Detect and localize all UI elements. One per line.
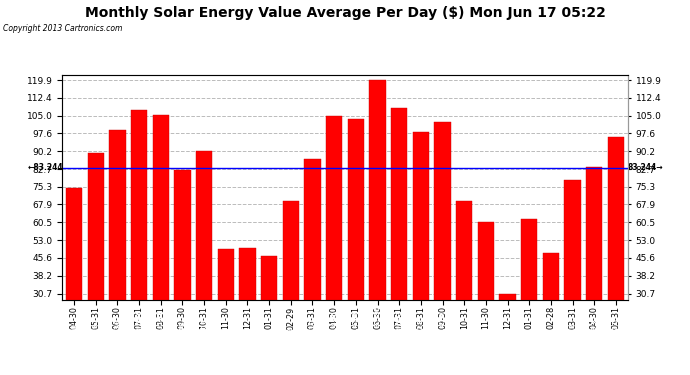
Bar — [239, 248, 255, 367]
Text: 2.322: 2.322 — [288, 326, 294, 348]
Text: 2.622: 2.622 — [570, 322, 575, 345]
Bar — [88, 153, 103, 367]
Bar — [543, 254, 559, 367]
Bar — [435, 122, 451, 367]
Text: 3.011: 3.011 — [201, 317, 207, 340]
Text: Monthly  ($): Monthly ($) — [576, 22, 635, 32]
Bar — [564, 180, 581, 367]
Bar — [196, 152, 213, 367]
Text: Average  ($): Average ($) — [455, 22, 514, 32]
Bar — [217, 249, 234, 367]
Text: 1.675: 1.675 — [244, 334, 250, 357]
Bar — [477, 222, 494, 367]
Text: 3.307: 3.307 — [115, 313, 120, 336]
Bar — [131, 110, 147, 367]
Text: 2.078: 2.078 — [526, 329, 532, 352]
Text: 3.586: 3.586 — [136, 309, 142, 332]
Text: 1.048: 1.048 — [504, 342, 511, 365]
Bar — [369, 80, 386, 367]
Text: 3.511: 3.511 — [158, 310, 164, 333]
Text: 3.419: 3.419 — [440, 311, 446, 334]
Bar — [348, 119, 364, 367]
Text: 83.244→: 83.244→ — [627, 163, 662, 172]
Bar — [500, 294, 515, 367]
Bar — [304, 159, 321, 367]
Text: 1.602: 1.602 — [548, 335, 554, 358]
Text: 2.748: 2.748 — [179, 320, 186, 343]
Text: 3.995: 3.995 — [375, 304, 380, 327]
Bar — [456, 201, 473, 367]
Text: 2.319: 2.319 — [461, 326, 467, 349]
Text: 2.036: 2.036 — [483, 330, 489, 352]
Bar — [66, 188, 82, 367]
Text: 1.660: 1.660 — [223, 334, 229, 357]
Text: 2.991: 2.991 — [92, 317, 99, 340]
Bar — [175, 170, 190, 367]
Bar — [608, 136, 624, 367]
Text: 2.510: 2.510 — [71, 323, 77, 346]
Text: Monthly Solar Energy Value Average Per Day ($) Mon Jun 17 05:22: Monthly Solar Energy Value Average Per D… — [85, 6, 605, 20]
Bar — [283, 201, 299, 367]
Text: 1.565: 1.565 — [266, 336, 272, 358]
Text: 3.603: 3.603 — [396, 309, 402, 332]
Text: Copyright 2013 Cartronics.com: Copyright 2013 Cartronics.com — [3, 24, 123, 33]
Text: 2.910: 2.910 — [310, 318, 315, 341]
Bar — [586, 167, 602, 367]
Bar — [261, 256, 277, 367]
Bar — [152, 115, 169, 367]
Text: 3.213: 3.213 — [613, 314, 619, 337]
Bar — [326, 116, 342, 367]
Bar — [521, 219, 538, 367]
Bar — [391, 108, 407, 367]
Text: 2.793: 2.793 — [591, 320, 598, 342]
Bar — [109, 130, 126, 367]
Text: 3.495: 3.495 — [331, 310, 337, 333]
Text: 3.458: 3.458 — [353, 311, 359, 334]
Text: 3.283: 3.283 — [418, 313, 424, 336]
Text: ←83.244: ←83.244 — [28, 163, 63, 172]
Bar — [413, 132, 429, 367]
